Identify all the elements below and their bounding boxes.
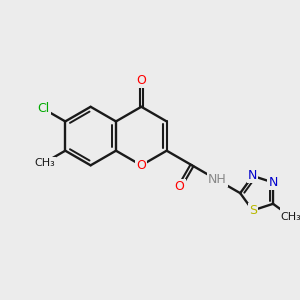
Text: S: S	[249, 204, 257, 217]
Text: NH: NH	[208, 173, 227, 187]
Text: CH₃: CH₃	[280, 212, 300, 222]
Text: O: O	[136, 159, 146, 172]
Text: CH₃: CH₃	[34, 158, 55, 168]
Text: N: N	[248, 169, 257, 182]
Text: O: O	[136, 74, 146, 87]
Text: Cl: Cl	[38, 103, 50, 116]
Text: N: N	[268, 176, 278, 189]
Text: O: O	[175, 180, 184, 194]
